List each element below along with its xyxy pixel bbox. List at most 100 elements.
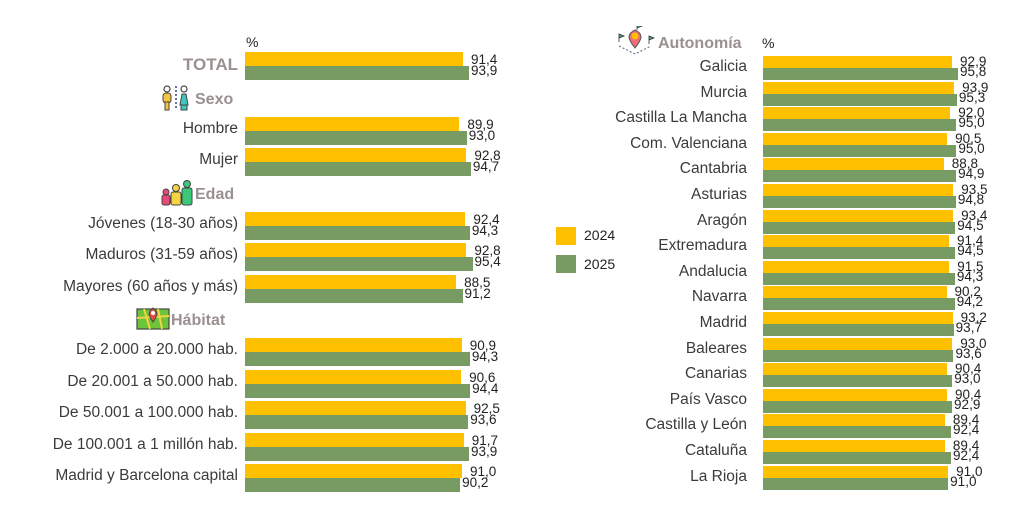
category-label: Hombre (182, 119, 238, 137)
bar-2025 (245, 288, 463, 303)
region-label: Asturias (691, 186, 747, 203)
value-label-2025: 91,2 (464, 285, 491, 301)
value-label-2024: 90,6 (469, 369, 496, 385)
region-label: Canarias (684, 365, 747, 383)
bar-2025 (763, 400, 953, 413)
value-label-2024: 92,9 (960, 54, 987, 69)
region-label: Andalucia (678, 262, 747, 280)
value-label-2024: 91,4 (956, 233, 984, 249)
section-title-1: Sexo (195, 90, 234, 108)
section-title-3: Hábitat (171, 312, 226, 329)
bar-2025 (245, 130, 467, 145)
bar-2025 (245, 352, 470, 366)
region-label: Madrid (699, 314, 747, 331)
value-label-2024: 90,4 (954, 361, 982, 377)
bar-2024 (245, 274, 457, 289)
bar-2025 (763, 426, 952, 439)
category-label: De 20.001 a 50.000 hab. (67, 372, 238, 390)
right-unit-label: % (762, 35, 775, 51)
value-label-2025: 91,0 (950, 473, 977, 489)
bar-2024 (763, 235, 949, 248)
value-label-2024: 88,8 (951, 156, 978, 172)
bar-2024 (763, 363, 947, 376)
bar-2025 (763, 119, 957, 132)
value-label-2025: 94,3 (471, 349, 499, 364)
bar-2024 (245, 211, 466, 226)
bar-2025 (763, 272, 955, 285)
map-icon (136, 306, 170, 335)
bar-2025 (763, 196, 956, 208)
section-title-autonomia: Autonomía (658, 35, 742, 52)
bar-2024 (245, 52, 463, 66)
value-label-2025: 93,9 (470, 63, 498, 78)
value-label-2025: 94,3 (471, 222, 499, 238)
bar-2024 (245, 432, 464, 447)
value-label-2025: 94,4 (472, 380, 499, 396)
value-label-2025: 94,3 (956, 268, 984, 284)
region-label: Castilla y León (645, 416, 747, 434)
bar-2025 (763, 349, 954, 362)
bar-2024 (763, 414, 945, 427)
bar-2024 (245, 243, 467, 257)
value-label-2025: 92,4 (953, 448, 980, 463)
value-label-2025: 95,0 (958, 140, 985, 156)
category-label: Mujer (199, 151, 238, 168)
value-label-2024: 92,0 (958, 105, 985, 121)
value-label-2025: 93,0 (954, 371, 981, 387)
value-label-2024: 90,2 (954, 284, 981, 300)
region-label: Baleares (685, 339, 747, 357)
bar-2024 (245, 369, 462, 384)
bar-2025 (763, 221, 956, 234)
value-label-2024: 89,4 (952, 412, 980, 428)
category-label: Jóvenes (18-30 años) (88, 214, 238, 232)
bar-2024 (245, 116, 460, 131)
value-label-2025: 95,8 (959, 64, 987, 79)
bar-2024 (763, 81, 955, 94)
bar-2025 (245, 446, 469, 461)
value-label-2024: 93,4 (961, 207, 988, 223)
section-title-2: Edad (195, 185, 235, 203)
bar-2024 (763, 56, 953, 68)
region-label: Galicia (699, 58, 747, 75)
value-label-2025: 93,6 (470, 412, 497, 427)
value-label-2024: 92,4 (473, 211, 500, 227)
value-label-2024: 91,0 (956, 463, 983, 479)
value-label-2025: 94,8 (957, 192, 985, 207)
value-label-2025: 93,9 (470, 443, 498, 459)
bar-2025 (245, 257, 473, 271)
value-label-2024: 88,5 (464, 274, 491, 290)
gender-icon (161, 84, 191, 116)
value-label-2024: 90,4 (954, 386, 982, 402)
value-label-2025: 95,0 (958, 115, 985, 131)
value-label-2024: 91,4 (470, 52, 498, 67)
value-label-2025: 94,2 (956, 294, 983, 310)
bar-2025 (763, 324, 954, 336)
value-label-2024: 89,4 (952, 438, 980, 453)
bar-2024 (763, 107, 951, 120)
location-pin-icon (615, 23, 656, 61)
region-label: Navarra (691, 288, 747, 306)
value-label-2024: 92,8 (474, 148, 501, 163)
value-label-2024: 92,8 (474, 243, 501, 258)
legend-label-2024: 2024 (584, 227, 616, 243)
region-label: País Vasco (669, 390, 747, 408)
bar-2025 (763, 68, 958, 80)
value-label-2024: 92,5 (473, 401, 500, 416)
value-label-2025: 93,7 (955, 320, 982, 335)
category-label: Maduros (31-59 años) (85, 246, 239, 263)
value-label-2024: 89,9 (467, 116, 494, 132)
value-label-2025: 94,5 (957, 217, 984, 233)
value-label-2025: 93,0 (468, 127, 496, 143)
value-label-2025: 92,4 (953, 422, 980, 438)
bar-2025 (245, 66, 469, 80)
region-label: Aragón (697, 211, 747, 229)
bar-2024 (245, 338, 462, 352)
bar-2024 (763, 388, 947, 401)
age-group-icon (160, 179, 194, 211)
bar-2024 (763, 286, 947, 299)
bar-2024 (763, 158, 944, 171)
total-label: TOTAL (182, 55, 238, 74)
value-label-2024: 93,5 (961, 182, 988, 197)
value-label-2025: 94,5 (957, 243, 984, 259)
